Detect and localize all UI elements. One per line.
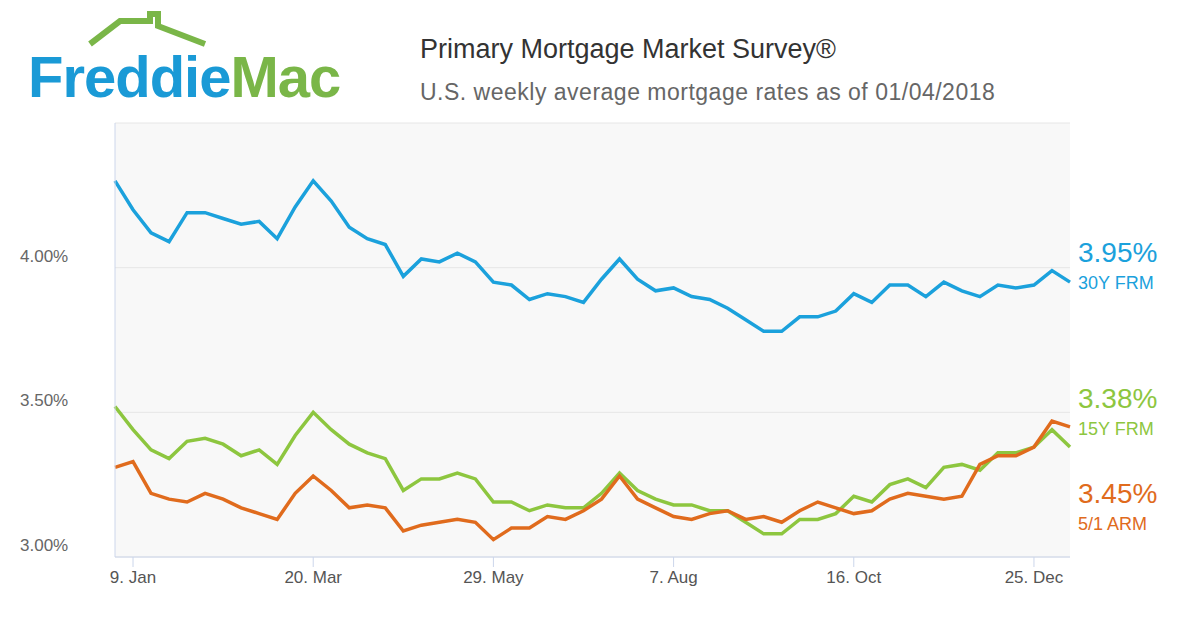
svg-text:4.00%: 4.00% [20,247,68,266]
svg-text:5/1 ARM: 5/1 ARM [1078,514,1147,534]
svg-text:16. Oct: 16. Oct [826,568,881,587]
svg-text:3.38%: 3.38% [1078,383,1157,414]
svg-text:FreddieMac: FreddieMac [28,44,340,109]
svg-text:3.00%: 3.00% [20,536,68,555]
svg-text:20. Mar: 20. Mar [284,568,342,587]
svg-text:7. Aug: 7. Aug [649,568,697,587]
svg-text:Primary Mortgage Market Survey: Primary Mortgage Market Survey® [420,34,836,64]
svg-text:3.50%: 3.50% [20,391,68,410]
svg-text:25. Dec: 25. Dec [1005,568,1064,587]
svg-text:30Y FRM: 30Y FRM [1078,273,1154,293]
svg-text:U.S. weekly average mortgage r: U.S. weekly average mortgage rates as of… [420,79,995,105]
svg-text:15Y FRM: 15Y FRM [1078,419,1154,439]
svg-text:9. Jan: 9. Jan [110,568,156,587]
svg-text:3.95%: 3.95% [1078,237,1157,268]
svg-text:29. May: 29. May [463,568,524,587]
svg-text:3.45%: 3.45% [1078,478,1157,509]
